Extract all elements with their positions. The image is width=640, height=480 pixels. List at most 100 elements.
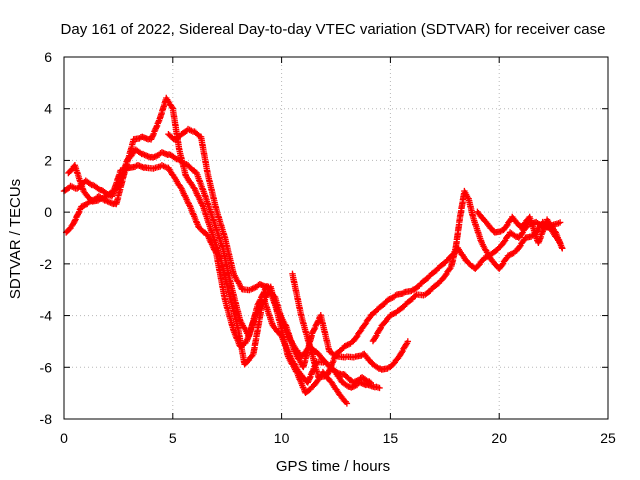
data-point-marker <box>442 272 449 279</box>
y-tick-label: 4 <box>44 101 52 117</box>
data-point-marker <box>367 379 375 386</box>
data-point-marker <box>387 312 394 319</box>
data-point-marker <box>361 321 369 328</box>
chart-title: Day 161 of 2022, Sidereal Day-to-day VTE… <box>61 21 606 38</box>
data-point-marker <box>516 243 523 250</box>
data-point-marker <box>501 238 508 245</box>
data-point-marker <box>502 255 510 263</box>
data-point-marker <box>71 217 79 224</box>
data-point-marker <box>363 377 370 384</box>
x-axis-label: GPS time / hours <box>276 458 390 475</box>
data-point-marker <box>392 292 399 299</box>
data-point-marker <box>350 383 358 390</box>
x-tick-label: 10 <box>274 430 290 446</box>
data-point-marker <box>376 325 384 333</box>
data-point-marker <box>372 333 379 341</box>
data-point-marker <box>348 384 355 391</box>
data-point-marker <box>136 149 144 157</box>
data-point-marker <box>366 378 373 385</box>
plot-frame <box>63 56 609 420</box>
data-point-marker <box>186 202 193 209</box>
data-point-marker <box>250 284 258 292</box>
data-point-marker <box>78 203 85 210</box>
data-point-marker <box>446 266 453 273</box>
data-point-marker <box>341 343 348 350</box>
data-point-marker <box>168 103 176 111</box>
grid-layer <box>64 57 608 419</box>
data-point-marker <box>386 295 393 303</box>
data-point-marker <box>504 232 512 239</box>
x-tick-label: 15 <box>383 430 399 446</box>
x-tick-label: 0 <box>60 430 68 446</box>
data-point-marker <box>365 315 373 322</box>
y-tick-label: 6 <box>44 49 52 65</box>
data-point-marker <box>100 194 108 201</box>
series-trace-d <box>165 125 412 373</box>
y-tick-label: -6 <box>40 359 53 375</box>
data-point-marker <box>95 185 103 193</box>
data-point-marker <box>151 153 158 161</box>
data-point-marker <box>314 318 322 325</box>
data-point-marker <box>199 202 206 209</box>
data-point-marker <box>385 296 392 303</box>
y-tick-label: 2 <box>44 152 52 168</box>
data-point-marker <box>398 349 405 356</box>
data-point-marker <box>311 326 318 333</box>
data-point-marker <box>171 154 179 162</box>
y-tick-label: 0 <box>44 204 52 220</box>
data-point-marker <box>97 195 105 203</box>
series-trace-b <box>62 94 351 407</box>
data-point-marker <box>503 222 510 230</box>
data-point-marker <box>350 379 357 386</box>
data-point-marker <box>480 255 488 262</box>
series-trace-g <box>474 208 566 252</box>
data-point-marker <box>353 334 360 341</box>
data-point-marker <box>81 202 88 209</box>
data-point-marker <box>374 364 381 371</box>
data-point-marker <box>387 295 395 302</box>
data-point-marker <box>344 341 351 349</box>
y-tick-label: -4 <box>40 308 53 324</box>
data-point-marker <box>343 400 351 407</box>
data-point-marker <box>520 237 527 245</box>
data-point-marker <box>412 292 419 300</box>
data-point-marker <box>79 202 87 210</box>
data-point-marker <box>180 159 187 167</box>
data-point-marker <box>559 245 566 252</box>
data-point-marker <box>247 286 255 293</box>
x-tick-label: 20 <box>491 430 507 446</box>
series-trace-e <box>289 218 564 381</box>
data-point-marker <box>356 328 364 335</box>
data-point-marker <box>556 219 564 226</box>
data-point-marker <box>518 230 525 238</box>
data-point-marker <box>498 261 506 269</box>
y-tick-label: -8 <box>40 411 53 427</box>
data-point-marker <box>349 383 356 391</box>
data-point-marker <box>86 180 94 188</box>
data-point-marker <box>507 251 515 258</box>
data-point-marker <box>343 382 351 389</box>
data-point-marker <box>75 209 82 217</box>
data-point-marker <box>376 384 383 392</box>
data-point-marker <box>351 378 359 385</box>
x-tick-label: 5 <box>169 430 177 446</box>
data-point-marker <box>353 377 360 385</box>
data-point-marker <box>511 232 518 239</box>
y-axis-label: SDTVAR / TECUs <box>7 179 24 299</box>
series-layer <box>60 94 566 407</box>
data-point-marker <box>404 338 412 345</box>
data-point-marker <box>390 310 397 318</box>
data-point-marker <box>76 206 84 213</box>
data-point-marker <box>313 378 321 385</box>
data-point-marker <box>99 194 106 202</box>
data-point-marker <box>506 251 513 259</box>
data-point-marker <box>256 297 264 305</box>
data-point-marker <box>152 152 160 160</box>
data-point-marker <box>402 341 410 348</box>
data-point-marker <box>342 342 350 349</box>
series-trace-f <box>369 187 564 345</box>
data-point-marker <box>388 311 396 318</box>
data-point-marker <box>150 154 157 161</box>
